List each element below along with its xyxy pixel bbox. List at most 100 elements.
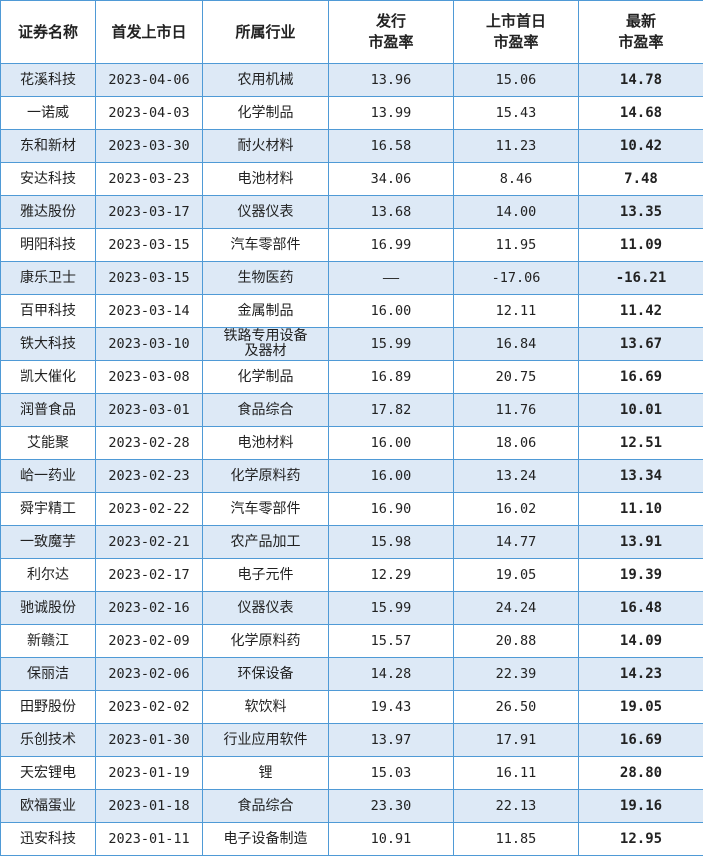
- cell-issue-pe: 15.98: [329, 526, 454, 559]
- cell-security-name: 利尔达: [1, 559, 96, 592]
- cell-issue-pe: 16.90: [329, 493, 454, 526]
- cell-industry: 电池材料: [203, 163, 329, 196]
- cell-latest-pe: 19.05: [579, 691, 703, 724]
- cell-security-name: 新赣江: [1, 625, 96, 658]
- cell-latest-pe: 7.48: [579, 163, 703, 196]
- cell-industry: 仪器仪表: [203, 196, 329, 229]
- cell-first-day-pe: 11.23: [454, 130, 579, 163]
- cell-first-day-pe: 20.88: [454, 625, 579, 658]
- cell-first-day-pe: -17.06: [454, 262, 579, 295]
- cell-first-day-pe: 20.75: [454, 361, 579, 394]
- cell-listing-date: 2023-03-23: [96, 163, 203, 196]
- cell-security-name: 一致魔芋: [1, 526, 96, 559]
- cell-industry: 汽车零部件: [203, 493, 329, 526]
- cell-listing-date: 2023-02-28: [96, 427, 203, 460]
- cell-latest-pe: 13.35: [579, 196, 703, 229]
- cell-industry: 化学原料药: [203, 460, 329, 493]
- cell-industry: 软饮料: [203, 691, 329, 724]
- cell-security-name: 一诺威: [1, 97, 96, 130]
- cell-industry: 铁路专用设备 及器材: [203, 328, 329, 361]
- cell-first-day-pe: 8.46: [454, 163, 579, 196]
- cell-security-name: 安达科技: [1, 163, 96, 196]
- cell-security-name: 花溪科技: [1, 64, 96, 97]
- cell-latest-pe: 10.01: [579, 394, 703, 427]
- cell-listing-date: 2023-03-10: [96, 328, 203, 361]
- cell-issue-pe: 34.06: [329, 163, 454, 196]
- cell-first-day-pe: 14.77: [454, 526, 579, 559]
- cell-security-name: 铁大科技: [1, 328, 96, 361]
- cell-first-day-pe: 16.84: [454, 328, 579, 361]
- cell-issue-pe: 16.00: [329, 460, 454, 493]
- cell-industry: 农用机械: [203, 64, 329, 97]
- cell-listing-date: 2023-02-06: [96, 658, 203, 691]
- cell-issue-pe: 12.29: [329, 559, 454, 592]
- cell-issue-pe: 15.57: [329, 625, 454, 658]
- cell-industry: 农产品加工: [203, 526, 329, 559]
- cell-latest-pe: 13.67: [579, 328, 703, 361]
- cell-first-day-pe: 16.02: [454, 493, 579, 526]
- cell-latest-pe: 11.42: [579, 295, 703, 328]
- cell-security-name: 田野股份: [1, 691, 96, 724]
- cell-issue-pe: 23.30: [329, 790, 454, 823]
- cell-industry: 化学原料药: [203, 625, 329, 658]
- cell-first-day-pe: 18.06: [454, 427, 579, 460]
- cell-security-name: 乐创技术: [1, 724, 96, 757]
- cell-listing-date: 2023-02-23: [96, 460, 203, 493]
- cell-listing-date: 2023-04-03: [96, 97, 203, 130]
- cell-first-day-pe: 11.76: [454, 394, 579, 427]
- cell-issue-pe: 13.68: [329, 196, 454, 229]
- cell-security-name: 凯大催化: [1, 361, 96, 394]
- header-row: 证券名称 首发上市日 所属行业 发行 市盈率 上市首日 市盈率 最新 市盈率: [1, 1, 703, 64]
- cell-latest-pe: 11.10: [579, 493, 703, 526]
- cell-latest-pe: 16.69: [579, 724, 703, 757]
- cell-issue-pe: 13.97: [329, 724, 454, 757]
- cell-issue-pe: 13.96: [329, 64, 454, 97]
- cell-industry: 仪器仪表: [203, 592, 329, 625]
- cell-issue-pe: 15.99: [329, 328, 454, 361]
- header-listing-date: 首发上市日: [96, 1, 203, 64]
- cell-listing-date: 2023-02-02: [96, 691, 203, 724]
- cell-security-name: 天宏锂电: [1, 757, 96, 790]
- cell-listing-date: 2023-01-19: [96, 757, 203, 790]
- cell-first-day-pe: 17.91: [454, 724, 579, 757]
- cell-latest-pe: 16.48: [579, 592, 703, 625]
- cell-issue-pe: 16.99: [329, 229, 454, 262]
- cell-industry: 食品综合: [203, 790, 329, 823]
- cell-latest-pe: 14.78: [579, 64, 703, 97]
- cell-listing-date: 2023-04-06: [96, 64, 203, 97]
- cell-security-name: 舜宇精工: [1, 493, 96, 526]
- cell-first-day-pe: 11.95: [454, 229, 579, 262]
- cell-issue-pe: 16.00: [329, 295, 454, 328]
- cell-latest-pe: 14.68: [579, 97, 703, 130]
- cell-latest-pe: 12.51: [579, 427, 703, 460]
- cell-listing-date: 2023-03-30: [96, 130, 203, 163]
- cell-latest-pe: 10.42: [579, 130, 703, 163]
- header-first-day-pe: 上市首日 市盈率: [454, 1, 579, 64]
- cell-listing-date: 2023-03-01: [96, 394, 203, 427]
- cell-listing-date: 2023-02-09: [96, 625, 203, 658]
- cell-listing-date: 2023-01-18: [96, 790, 203, 823]
- cell-industry: 行业应用软件: [203, 724, 329, 757]
- cell-security-name: 明阳科技: [1, 229, 96, 262]
- cell-industry: 食品综合: [203, 394, 329, 427]
- cell-issue-pe: 16.58: [329, 130, 454, 163]
- cell-listing-date: 2023-03-14: [96, 295, 203, 328]
- cell-issue-pe: 14.28: [329, 658, 454, 691]
- cell-listing-date: 2023-02-21: [96, 526, 203, 559]
- cell-listing-date: 2023-02-22: [96, 493, 203, 526]
